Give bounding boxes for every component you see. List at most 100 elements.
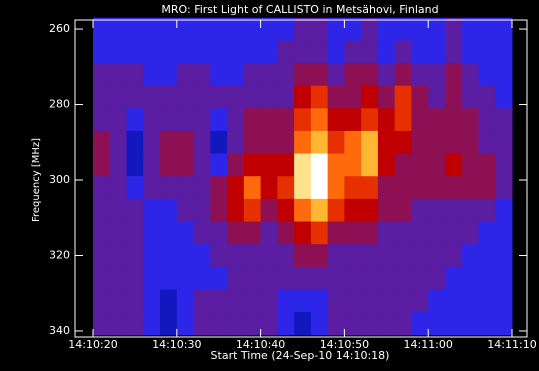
heatmap-cell [394, 176, 412, 200]
x-tick-label: 14:11:10 [487, 338, 536, 351]
heatmap-cell [294, 289, 312, 313]
heatmap-cell [444, 198, 463, 223]
heatmap-cell [411, 85, 429, 109]
heatmap-cell [344, 63, 362, 87]
heatmap-cell [327, 221, 345, 245]
heatmap-cell [495, 85, 513, 109]
heatmap-cell [126, 130, 144, 155]
heatmap-cell [193, 85, 211, 109]
heatmap-cell [327, 176, 345, 200]
heatmap-cell [210, 17, 228, 41]
heatmap-cell [495, 130, 513, 155]
heatmap-cell [428, 17, 446, 41]
heatmap-cell [210, 40, 228, 64]
heatmap-cell [361, 108, 379, 132]
heatmap-cell [227, 176, 245, 200]
heatmap-cell [126, 17, 144, 41]
heatmap-cell [411, 312, 429, 336]
heatmap-cell [109, 63, 128, 87]
heatmap-cell [294, 108, 312, 132]
heatmap-cell [193, 153, 211, 177]
heatmap-cell [394, 153, 412, 177]
heatmap-cell [444, 40, 463, 64]
heatmap-cell [176, 266, 195, 290]
y-tick-label: 340 [49, 324, 70, 337]
heatmap-cell [210, 85, 228, 109]
heatmap-cell [260, 108, 278, 132]
heatmap-cell [344, 221, 362, 245]
heatmap-cell [93, 63, 111, 87]
heatmap-cell [193, 221, 211, 245]
heatmap-cell [310, 266, 329, 290]
heatmap-cell [176, 176, 195, 200]
heatmap-cell [193, 130, 211, 155]
heatmap-cell [277, 198, 295, 223]
heatmap-cell [294, 40, 312, 64]
heatmap-cell [260, 176, 278, 200]
heatmap-cell [93, 176, 111, 200]
heatmap-cell [227, 153, 245, 177]
heatmap-cell [461, 244, 479, 268]
heatmap-cell [143, 289, 161, 313]
heatmap-cell [260, 17, 278, 41]
heatmap-cell [160, 85, 178, 109]
heatmap-cell [394, 289, 412, 313]
heatmap-cell [176, 63, 195, 87]
heatmap-cell [361, 130, 379, 155]
heatmap-cell [193, 63, 211, 87]
heatmap-cell [478, 153, 496, 177]
heatmap-cell [344, 312, 362, 336]
heatmap-cell [411, 244, 429, 268]
heatmap-cell [361, 312, 379, 336]
y-tick-label: 320 [49, 248, 70, 261]
heatmap-cell [344, 244, 362, 268]
heatmap-cell [478, 221, 496, 245]
heatmap-cell [428, 63, 446, 87]
heatmap-cell [344, 85, 362, 109]
heatmap-cell [444, 244, 463, 268]
heatmap-cell [126, 108, 144, 132]
heatmap-cell [126, 63, 144, 87]
heatmap-cell [243, 40, 262, 64]
heatmap-cell [243, 63, 262, 87]
heatmap-cell [160, 312, 178, 336]
heatmap-cell [160, 198, 178, 223]
heatmap-cell [143, 198, 161, 223]
heatmap-cell [294, 17, 312, 41]
heatmap-cell [210, 244, 228, 268]
heatmap-cell [227, 130, 245, 155]
heatmap-cell [109, 153, 128, 177]
heatmap-cell [126, 244, 144, 268]
heatmap-cell [495, 17, 513, 41]
heatmap-cell [176, 221, 195, 245]
heatmap-cell [176, 312, 195, 336]
heatmap-cell [126, 289, 144, 313]
heatmap-cell [495, 108, 513, 132]
heatmap-cell [495, 312, 513, 336]
heatmap-cell [327, 266, 345, 290]
heatmap-cell [160, 63, 178, 87]
heatmap-cell [126, 85, 144, 109]
heatmap-cell [294, 153, 312, 177]
heatmap-cell [344, 176, 362, 200]
x-tick-label: 14:10:30 [152, 338, 201, 351]
heatmap-cell [294, 63, 312, 87]
heatmap-cell [428, 198, 446, 223]
heatmap-cell [428, 108, 446, 132]
heatmap-cell [461, 130, 479, 155]
heatmap-cell [344, 153, 362, 177]
heatmap-cell [126, 312, 144, 336]
heatmap-cell [394, 108, 412, 132]
heatmap-cell [361, 176, 379, 200]
heatmap-cell [243, 108, 262, 132]
heatmap-cell [109, 130, 128, 155]
y-axis-label: Frequency [MHz] [31, 138, 42, 222]
heatmap-cell [193, 17, 211, 41]
heatmap-cell [93, 130, 111, 155]
heatmap-cell [260, 85, 278, 109]
heatmap-cell [478, 266, 496, 290]
heatmap-cell [294, 176, 312, 200]
heatmap-cell [461, 85, 479, 109]
heatmap-cell [277, 289, 295, 313]
heatmap-cell [361, 63, 379, 87]
